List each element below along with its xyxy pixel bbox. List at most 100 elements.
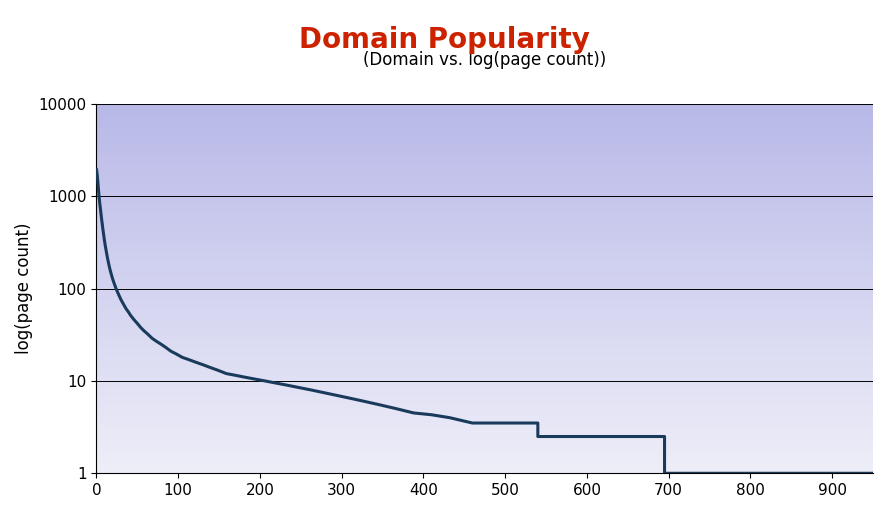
Bar <box>97 198 873 200</box>
Bar <box>97 359 873 361</box>
Bar <box>97 106 873 108</box>
Bar <box>97 237 873 239</box>
Bar <box>97 349 873 351</box>
Bar <box>97 353 873 355</box>
Bar <box>97 226 873 228</box>
Bar <box>97 414 873 416</box>
Bar <box>97 342 873 344</box>
Bar <box>97 172 873 174</box>
Bar <box>97 183 873 185</box>
Bar <box>97 388 873 390</box>
Bar <box>97 325 873 327</box>
Bar <box>97 469 873 471</box>
Bar <box>97 189 873 191</box>
Bar <box>97 209 873 211</box>
Bar <box>97 155 873 157</box>
Bar <box>97 220 873 222</box>
Bar <box>97 109 873 111</box>
Bar <box>97 396 873 398</box>
Bar <box>97 122 873 124</box>
Bar <box>97 418 873 420</box>
Bar <box>97 222 873 224</box>
Bar <box>97 320 873 322</box>
Bar <box>97 135 873 137</box>
Bar <box>97 113 873 115</box>
Bar <box>97 446 873 447</box>
Bar <box>97 409 873 410</box>
Bar <box>97 444 873 446</box>
Bar <box>97 266 873 268</box>
Bar <box>97 311 873 312</box>
Bar <box>97 194 873 196</box>
Bar <box>97 187 873 189</box>
Bar <box>97 143 873 145</box>
Bar <box>97 429 873 431</box>
Bar <box>97 348 873 349</box>
Bar <box>97 231 873 233</box>
Bar <box>97 370 873 372</box>
Bar <box>97 392 873 394</box>
Bar <box>97 420 873 422</box>
Bar <box>97 141 873 143</box>
Bar <box>97 385 873 386</box>
Bar <box>97 211 873 213</box>
Bar <box>97 126 873 128</box>
Bar <box>97 440 873 442</box>
Bar <box>97 165 873 167</box>
Bar <box>97 163 873 165</box>
Bar <box>97 400 873 401</box>
Bar <box>97 416 873 418</box>
Bar <box>97 111 873 113</box>
Bar <box>97 401 873 403</box>
Bar <box>97 272 873 274</box>
Bar <box>97 455 873 457</box>
Bar <box>97 457 873 459</box>
Bar <box>97 355 873 357</box>
Bar <box>97 244 873 246</box>
Bar <box>97 180 873 182</box>
Bar <box>97 285 873 287</box>
Bar <box>97 275 873 278</box>
Bar <box>97 431 873 432</box>
Bar <box>97 324 873 325</box>
Bar <box>97 119 873 121</box>
Bar <box>97 405 873 407</box>
Bar <box>97 233 873 235</box>
Bar <box>97 453 873 455</box>
Bar <box>97 327 873 329</box>
Bar <box>97 471 873 473</box>
Bar <box>97 177 873 180</box>
Bar <box>97 422 873 423</box>
Bar <box>97 435 873 437</box>
Bar <box>97 228 873 229</box>
Bar <box>97 398 873 400</box>
Bar <box>97 447 873 449</box>
Bar <box>97 150 873 152</box>
Text: Domain Popularity: Domain Popularity <box>298 26 590 54</box>
Bar <box>97 274 873 275</box>
Bar <box>97 390 873 392</box>
Bar <box>97 368 873 370</box>
Bar <box>97 316 873 318</box>
Bar <box>97 300 873 302</box>
Bar <box>97 451 873 453</box>
Bar <box>97 265 873 266</box>
Bar <box>97 334 873 337</box>
Bar <box>97 407 873 409</box>
Bar <box>97 357 873 359</box>
Bar <box>97 239 873 241</box>
Bar <box>97 305 873 307</box>
Bar <box>97 157 873 159</box>
Bar <box>97 287 873 288</box>
Bar <box>97 148 873 150</box>
Bar <box>97 373 873 376</box>
Bar <box>97 257 873 259</box>
Bar <box>97 307 873 309</box>
Bar <box>97 115 873 117</box>
Bar <box>97 309 873 311</box>
Bar <box>97 376 873 377</box>
Bar <box>97 216 873 219</box>
Bar <box>97 185 873 187</box>
Bar <box>97 339 873 340</box>
Bar <box>97 281 873 283</box>
